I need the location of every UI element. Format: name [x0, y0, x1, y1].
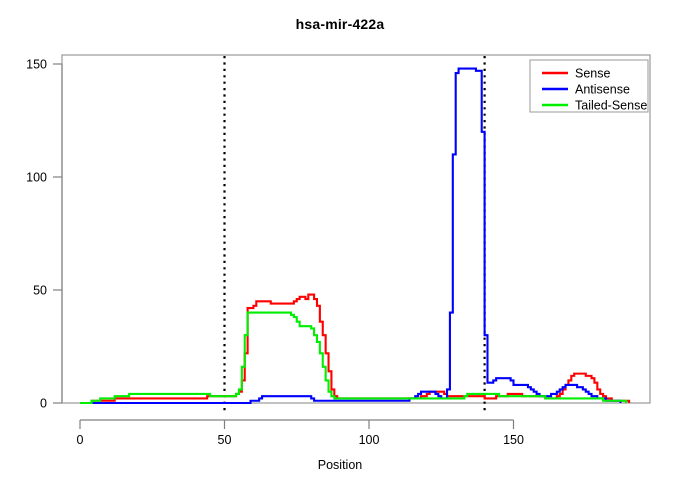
legend-label-sense: Sense	[575, 67, 610, 81]
x-axis: 0 50 100 150	[77, 419, 524, 447]
legend-label-antisense: Antisense	[575, 83, 630, 97]
y-axis: 0 50 100 150	[26, 58, 63, 411]
series-line-antisense	[80, 67, 622, 405]
legend-label-tailed-sense: Tailed-Sense	[575, 99, 647, 113]
series-line-sense	[80, 293, 631, 405]
y-axis-tick-label: 100	[26, 171, 47, 185]
y-axis-tick-label: 50	[33, 284, 47, 298]
chart-legend: Sense Antisense Tailed-Sense	[529, 59, 649, 113]
chart-title: hsa-mir-422a	[295, 16, 385, 32]
annotation-vlines	[223, 56, 486, 411]
series-line-tailed-sense	[80, 311, 628, 405]
x-axis-label: Position	[317, 458, 363, 472]
x-axis-tick-label: 150	[503, 433, 524, 447]
x-axis-tick-label: 0	[77, 433, 84, 447]
y-axis-tick-label: 0	[40, 397, 47, 411]
x-axis-tick-label: 100	[359, 433, 380, 447]
data-series-layer	[80, 67, 631, 405]
x-axis-tick-label: 50	[218, 433, 232, 447]
y-axis-tick-label: 150	[26, 58, 47, 72]
